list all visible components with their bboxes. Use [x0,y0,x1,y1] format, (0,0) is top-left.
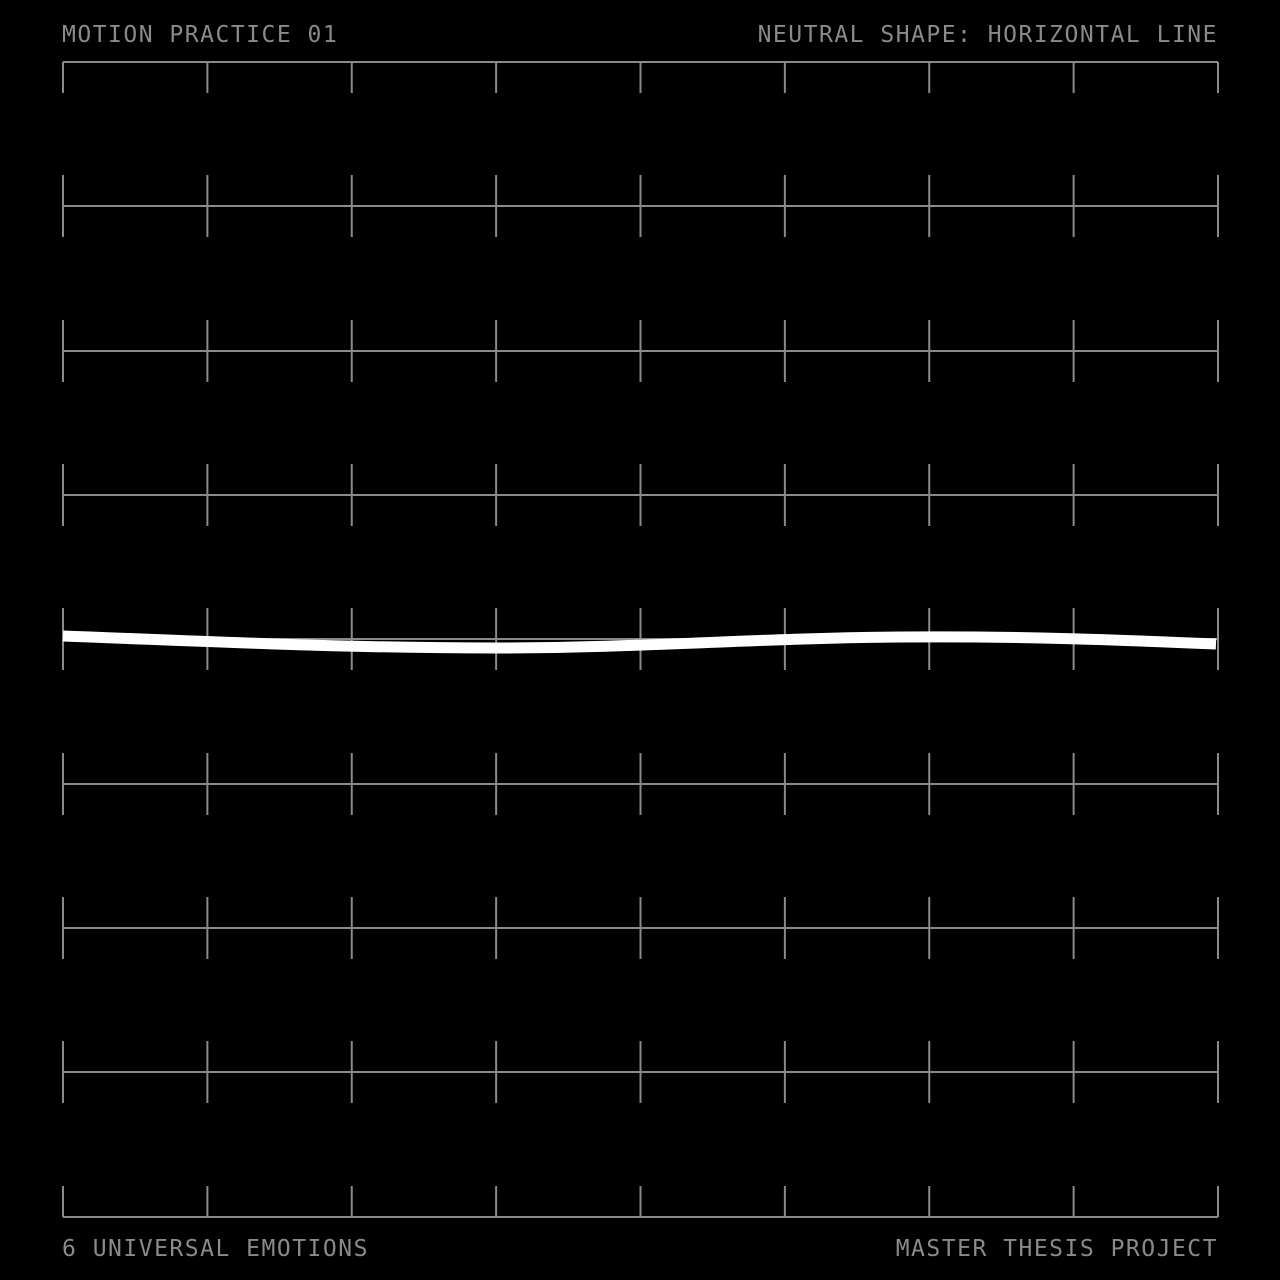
title-label: MOTION PRACTICE 01 [62,22,339,48]
footer-left-label: 6 UNIVERSAL EMOTIONS [62,1236,369,1262]
footer-right-label: MASTER THESIS PROJECT [895,1236,1218,1262]
subtitle-label: NEUTRAL SHAPE: HORIZONTAL LINE [757,22,1218,48]
horizontal-line-shape [62,630,1217,654]
